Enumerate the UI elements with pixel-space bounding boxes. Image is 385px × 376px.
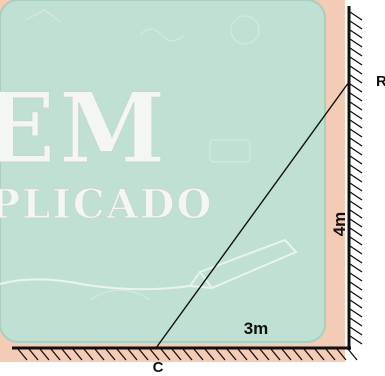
floor-hatch-mark	[149, 348, 160, 361]
wall-hatch-mark	[349, 137, 363, 147]
floor-hatch-mark	[17, 348, 28, 361]
wall-hatch-mark	[349, 74, 363, 84]
wall-hatch-mark	[349, 146, 363, 156]
point-label-c: C	[153, 359, 164, 376]
wall-hatch-mark	[349, 335, 363, 345]
wall-hatch-mark	[349, 38, 363, 48]
wall-hatch-mark	[349, 281, 363, 291]
wall-hatch-mark	[349, 254, 363, 264]
chalkboard-edge	[0, 0, 326, 343]
pencil-doodle	[0, 238, 298, 291]
floor-hatch-mark	[347, 348, 358, 361]
wall-hatch-mark	[349, 110, 363, 120]
wall-hatch-mark	[349, 218, 363, 228]
wall-hatch-mark	[349, 299, 363, 309]
floor-hatching	[17, 348, 358, 361]
wall-hatch-mark	[349, 236, 363, 246]
floor-hatch-mark	[325, 348, 336, 361]
wall-hatch-mark	[349, 47, 363, 57]
board-subtitle: PLICADO	[0, 181, 213, 228]
floor-hatch-mark	[237, 348, 248, 361]
wall-hatch-mark	[349, 20, 363, 30]
floor-hatch-mark	[182, 348, 193, 361]
wall-hatch-mark	[349, 182, 363, 192]
floor-hatch-mark	[28, 348, 39, 361]
floor-hatch-mark	[39, 348, 50, 361]
doodle-circle	[230, 15, 260, 45]
pencil-body	[198, 238, 298, 290]
doodle-wave	[139, 28, 185, 42]
wall-hatch-mark	[349, 245, 363, 255]
doodle-lines	[24, 9, 61, 23]
wall-hatch-mark	[349, 209, 363, 219]
floor-hatch-mark	[127, 348, 138, 361]
wall-hatch-mark	[349, 56, 363, 66]
floor-hatch-mark	[281, 348, 292, 361]
floor-hatch-mark	[160, 348, 171, 361]
floor-hatch-mark	[259, 348, 270, 361]
wall-hatch-mark	[349, 65, 363, 75]
board-title: EM	[0, 72, 169, 185]
floor-hatch-mark	[303, 348, 314, 361]
floor-hatch-mark	[50, 348, 61, 361]
floor-hatch-mark	[204, 348, 215, 361]
floor-hatch-mark	[248, 348, 259, 361]
floor-hatch-mark	[292, 348, 303, 361]
floor-hatch-mark	[61, 348, 72, 361]
ladder-line	[155, 81, 350, 349]
floor-hatch-mark	[83, 348, 94, 361]
wall-hatch-mark	[349, 164, 363, 174]
floor-hatch-mark	[105, 348, 116, 361]
point-label-r: R	[376, 73, 385, 90]
floor-hatch-mark	[270, 348, 281, 361]
vertical-length-label: 4m	[330, 212, 349, 237]
wall-hatch-mark	[349, 326, 363, 336]
floor-hatch-mark	[94, 348, 105, 361]
floor-hatch-mark	[336, 348, 347, 361]
floor-hatch-mark	[116, 348, 127, 361]
doodle-arc	[89, 289, 151, 301]
floor-hatch-mark	[72, 348, 83, 361]
wall-hatch-mark	[349, 263, 363, 273]
wall-hatching	[349, 11, 363, 345]
wall-hatch-mark	[349, 83, 363, 93]
floor-hatch-mark	[314, 348, 325, 361]
floor-hatch-mark	[138, 348, 149, 361]
floor-hatch-mark	[171, 348, 182, 361]
wall-hatch-mark	[349, 128, 363, 138]
floor-hatch-mark	[226, 348, 237, 361]
wall-hatch-mark	[349, 101, 363, 111]
wall-hatch-mark	[349, 308, 363, 318]
wall-hatch-mark	[349, 119, 363, 129]
floor-hatch-mark	[215, 348, 226, 361]
wall-hatch-mark	[349, 200, 363, 210]
wall-hatch-mark	[349, 191, 363, 201]
wall-hatch-mark	[349, 173, 363, 183]
pencil-stroke	[0, 278, 191, 291]
wall-hatch-mark	[349, 11, 363, 21]
floor-hatch-mark	[193, 348, 204, 361]
wall-hatch-mark	[349, 29, 363, 39]
horizontal-length-label: 3m	[244, 319, 269, 338]
wall-hatch-mark	[349, 317, 363, 327]
doodle-box	[209, 139, 251, 163]
wall-hatch-mark	[349, 227, 363, 237]
wall-hatch-mark	[349, 290, 363, 300]
wall-hatch-mark	[349, 272, 363, 282]
wall-hatch-mark	[349, 155, 363, 165]
wall-hatch-mark	[349, 92, 363, 102]
chalk-doodles	[24, 9, 260, 301]
